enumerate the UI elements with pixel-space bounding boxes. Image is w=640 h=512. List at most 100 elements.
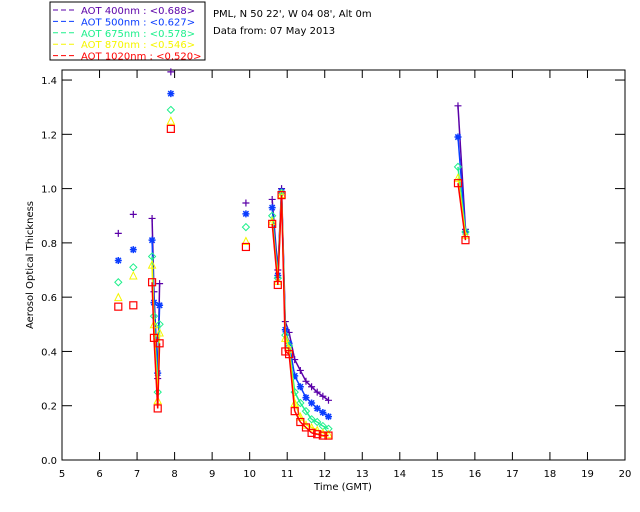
asterisk-marker xyxy=(167,90,175,98)
triangle-marker xyxy=(166,116,176,125)
plus-marker xyxy=(296,366,304,374)
square-marker xyxy=(296,417,305,427)
y-tick-label: 1.4 xyxy=(41,76,57,87)
diamond-marker xyxy=(307,415,316,424)
asterisk-marker xyxy=(268,204,276,212)
diamond-marker xyxy=(155,320,164,329)
square-marker xyxy=(324,431,333,440)
diamond-marker xyxy=(453,162,463,172)
legend: AOT 400nm : <0.688>AOT 500nm : <0.627>AO… xyxy=(53,6,201,63)
asterisk-marker xyxy=(285,339,293,347)
square-marker xyxy=(268,219,277,228)
asterisk-marker xyxy=(148,236,156,244)
square-marker xyxy=(277,191,286,200)
triangle-marker xyxy=(453,173,463,182)
y-axis-title: Aerosol Optical Thickness xyxy=(25,201,36,329)
plot-area xyxy=(61,69,626,461)
x-tick-label: 15 xyxy=(431,469,444,480)
asterisk-marker xyxy=(319,409,327,417)
asterisk-marker xyxy=(242,210,250,218)
series-line-segment xyxy=(280,195,287,352)
x-tick-label: 8 xyxy=(171,469,177,480)
diamond-marker xyxy=(267,211,277,220)
square-marker xyxy=(318,431,327,440)
asterisk-marker xyxy=(296,383,304,391)
asterisk-marker xyxy=(302,394,310,402)
x-tick-label: 18 xyxy=(544,469,557,480)
series-line-segment xyxy=(457,183,467,241)
plus-marker xyxy=(242,199,250,207)
plus-marker xyxy=(167,68,175,76)
diamond-marker xyxy=(296,398,305,408)
legend-label: AOT 500nm : <0.627> xyxy=(81,17,195,28)
series-line-segment xyxy=(271,223,279,286)
legend-label: AOT 1020nm : <0.520> xyxy=(81,52,201,63)
asterisk-marker xyxy=(291,372,299,380)
series-line-segment xyxy=(299,402,307,412)
plus-marker xyxy=(302,377,310,385)
series-line-segment xyxy=(322,395,329,401)
triangle-marker xyxy=(241,236,251,245)
y-tick-label: 0.4 xyxy=(41,347,57,358)
diamond-marker xyxy=(147,252,157,261)
diamond-marker xyxy=(129,263,138,272)
plus-marker xyxy=(324,396,332,404)
series-line-segment xyxy=(294,391,302,404)
diamond-marker xyxy=(301,406,311,416)
diamond-marker xyxy=(114,278,123,287)
legend-label: AOT 675nm : <0.578> xyxy=(81,29,195,40)
x-axis-title: Time (GMT) xyxy=(313,482,372,493)
x-tick-label: 13 xyxy=(356,469,369,480)
asterisk-marker xyxy=(454,133,462,141)
y-tick-label: 1.0 xyxy=(41,185,57,196)
series-4 xyxy=(114,124,470,440)
square-marker xyxy=(153,404,162,413)
asterisk-marker xyxy=(156,301,164,309)
chart-title-line-1: PML, N 50 22', W 04 08', Alt 0m xyxy=(213,9,372,20)
x-tick-label: 7 xyxy=(134,469,140,480)
x-tick-label: 9 xyxy=(209,469,215,480)
series-line-segment xyxy=(294,410,302,423)
asterisk-marker xyxy=(313,404,321,412)
square-marker xyxy=(149,333,159,342)
x-tick-label: 5 xyxy=(59,469,65,480)
x-tick-label: 17 xyxy=(506,469,519,480)
series-line-segment xyxy=(156,343,161,409)
square-marker xyxy=(284,350,294,359)
legend-label: AOT 870nm : <0.546> xyxy=(81,40,195,51)
x-tick-label: 19 xyxy=(581,469,594,480)
series-line-segment xyxy=(294,359,302,371)
series-line-segment xyxy=(311,432,318,435)
x-tick-label: 20 xyxy=(619,469,632,480)
x-tick-label: 14 xyxy=(393,469,406,480)
plus-marker xyxy=(319,392,327,400)
y-tick-label: 0.8 xyxy=(41,239,57,250)
square-marker xyxy=(273,280,282,290)
square-marker xyxy=(147,278,157,287)
y-tick-label: 0.6 xyxy=(41,293,57,304)
square-marker xyxy=(301,423,311,432)
square-marker xyxy=(290,407,299,416)
plus-marker xyxy=(268,195,276,203)
x-tick-label: 11 xyxy=(281,469,294,480)
x-tick-label: 12 xyxy=(318,469,331,480)
asterisk-marker xyxy=(129,246,137,254)
y-tick-label: 0.2 xyxy=(41,402,57,413)
series-group xyxy=(113,68,470,440)
diamond-marker xyxy=(166,105,176,115)
y-tick-label: 1.2 xyxy=(41,130,57,141)
plus-marker xyxy=(308,383,316,391)
series-line-segment xyxy=(305,380,313,388)
triangle-marker xyxy=(155,327,164,337)
triangle-marker xyxy=(113,292,123,302)
triangle-marker xyxy=(296,411,305,421)
series-line-segment xyxy=(305,410,313,420)
series-0 xyxy=(114,68,469,404)
asterisk-marker xyxy=(308,399,316,407)
legend-label: AOT 400nm : <0.688> xyxy=(81,6,195,17)
diamond-marker xyxy=(313,417,322,427)
plus-marker xyxy=(114,229,122,237)
plus-marker xyxy=(313,388,321,396)
